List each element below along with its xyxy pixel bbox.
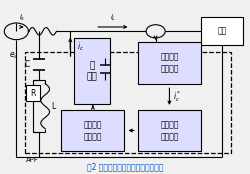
Text: $i_c^*$: $i_c^*$: [172, 89, 181, 104]
Text: $i_L$: $i_L$: [109, 13, 116, 23]
Text: 主
电路: 主 电路: [86, 61, 97, 82]
Text: $i_s$: $i_s$: [19, 13, 26, 23]
Text: C: C: [25, 60, 30, 69]
FancyBboxPatch shape: [138, 42, 200, 84]
Text: 指令电流
运算电路: 指令电流 运算电路: [160, 52, 178, 73]
Text: 负载: 负载: [217, 27, 226, 36]
FancyBboxPatch shape: [61, 110, 124, 151]
Text: APF: APF: [26, 157, 39, 163]
FancyBboxPatch shape: [26, 85, 40, 101]
Text: 图2 并联型有源电力滤波器系统构成: 图2 并联型有源电力滤波器系统构成: [87, 163, 163, 172]
Text: L: L: [51, 102, 56, 111]
Text: 驱动电路
隔离电路: 驱动电路 隔离电路: [83, 120, 102, 141]
FancyBboxPatch shape: [74, 38, 110, 104]
Text: $i_c$: $i_c$: [76, 41, 83, 53]
Text: $e_a$: $e_a$: [9, 50, 18, 61]
FancyBboxPatch shape: [200, 17, 242, 45]
Text: 电流跟踪
控制电路: 电流跟踪 控制电路: [160, 120, 178, 141]
FancyBboxPatch shape: [138, 110, 200, 151]
Text: R: R: [30, 89, 35, 98]
